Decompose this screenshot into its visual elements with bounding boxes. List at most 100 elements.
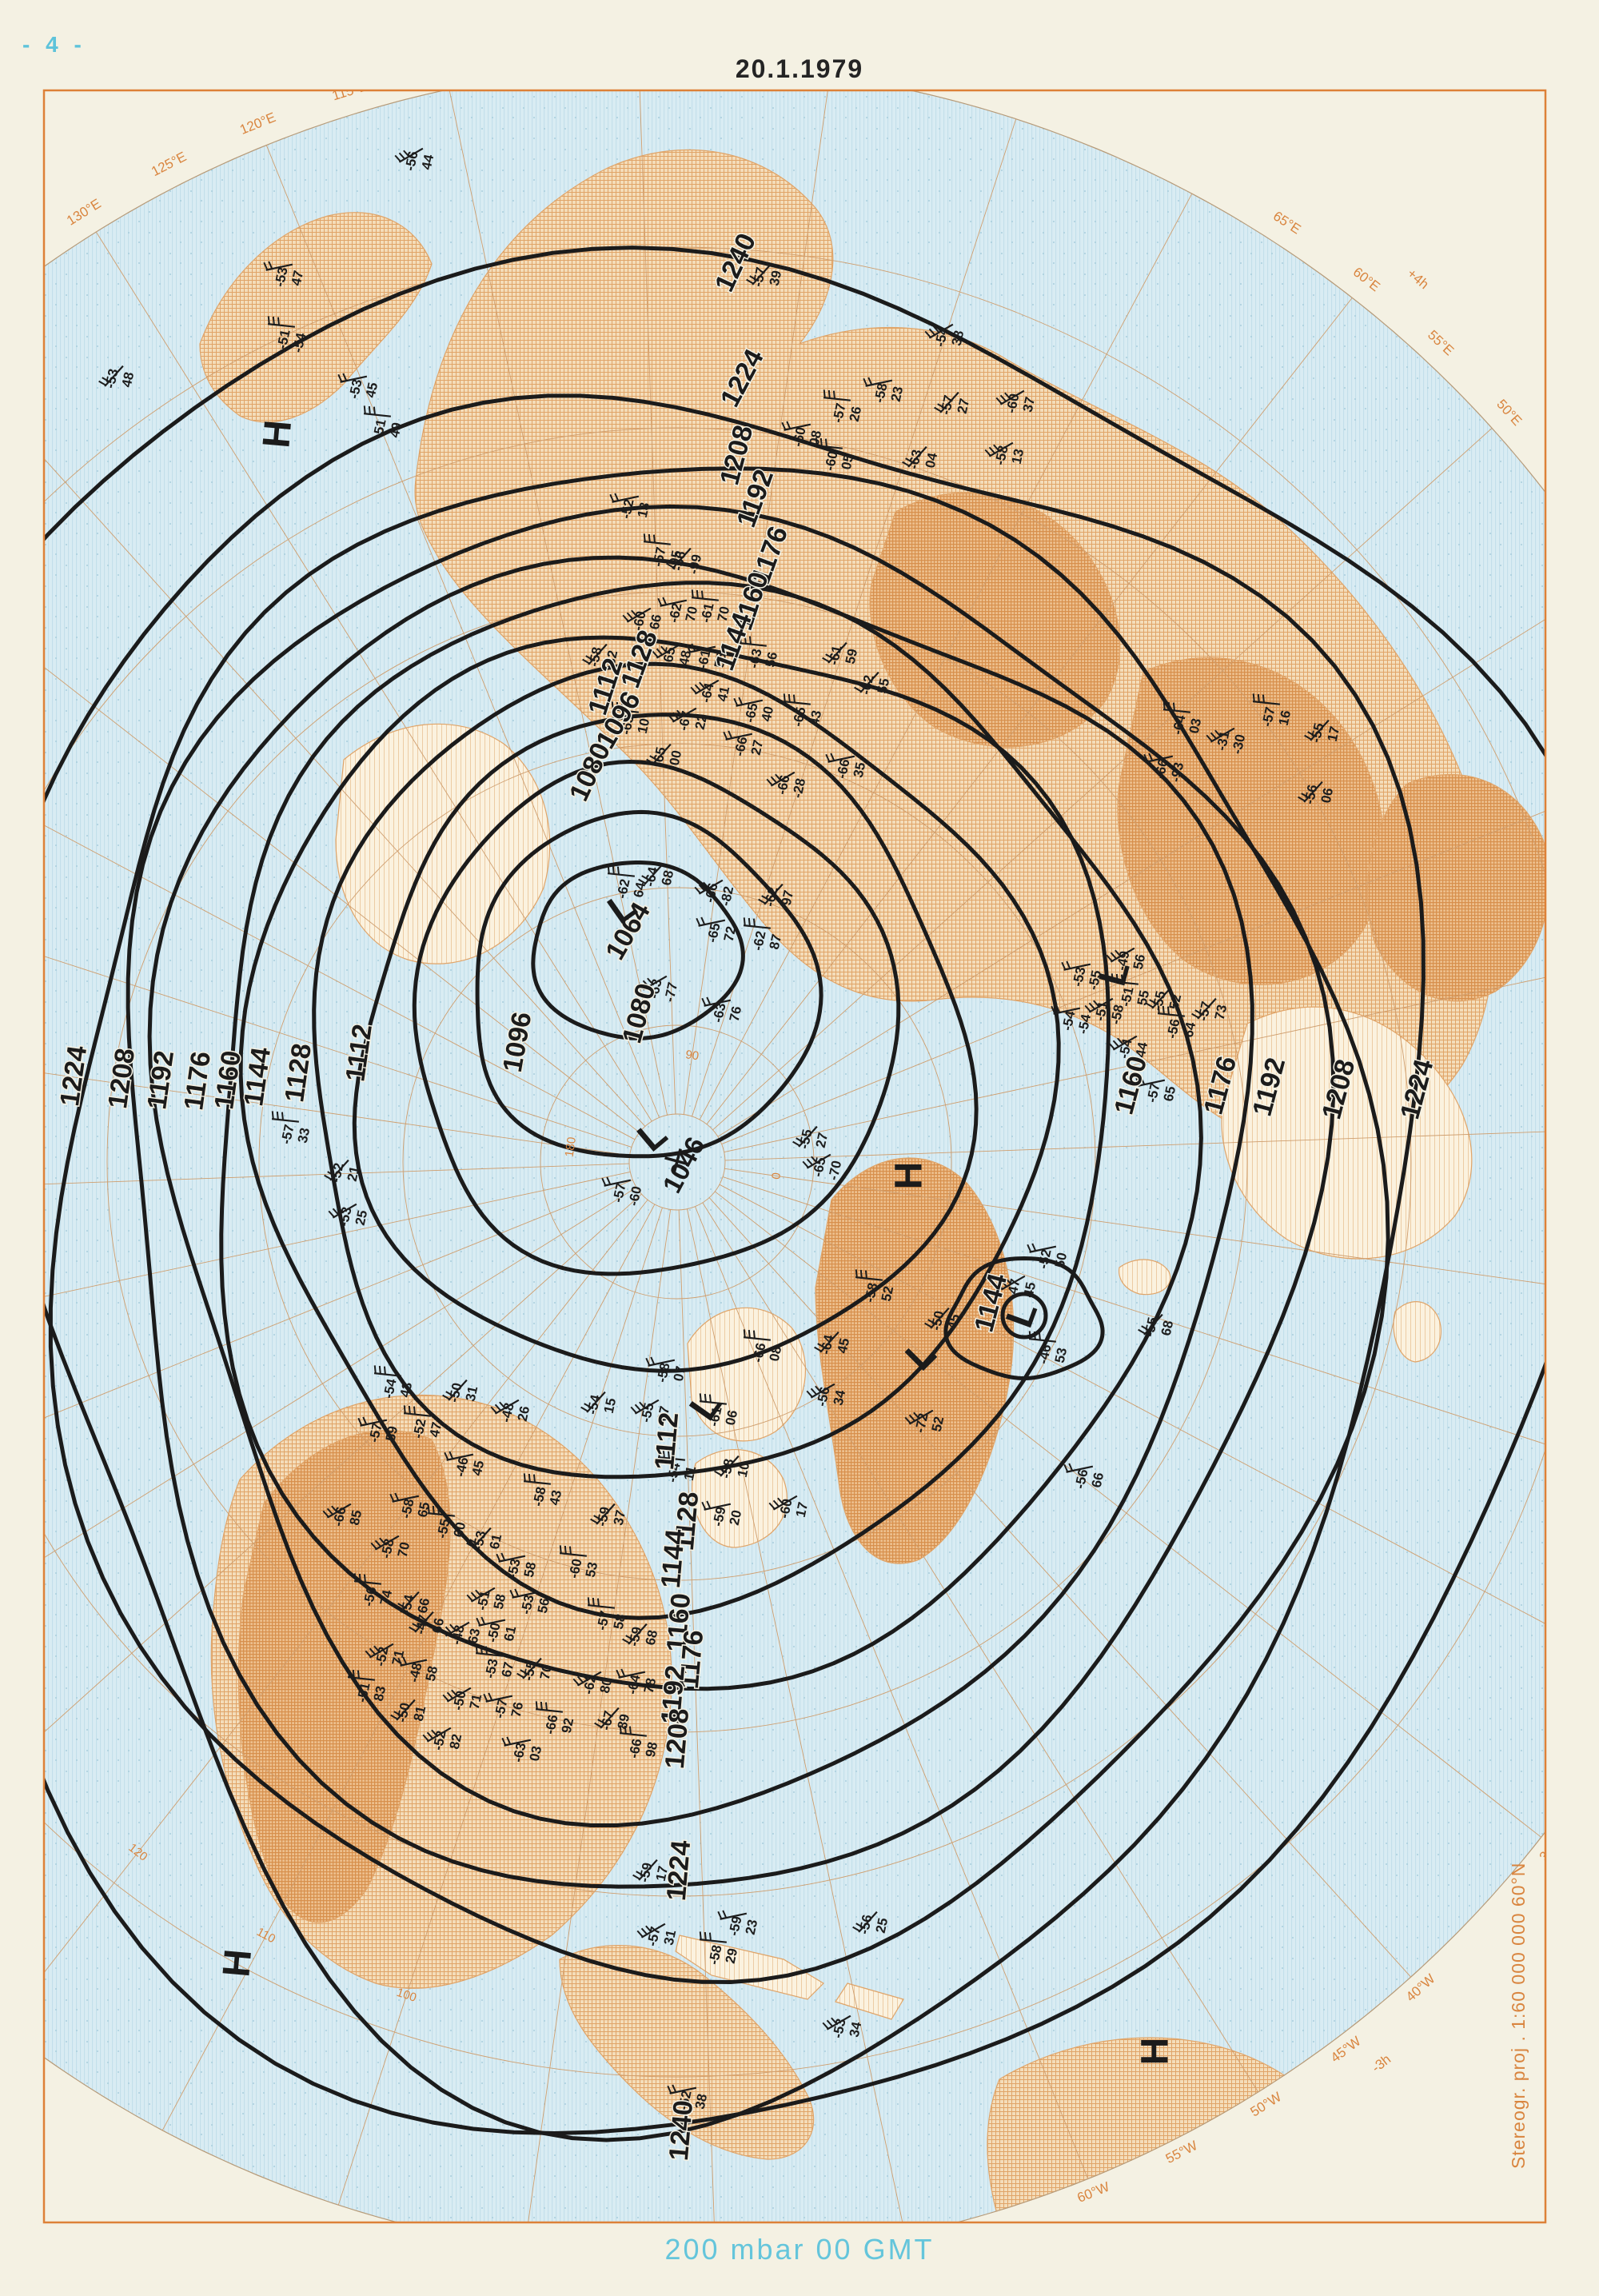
wind-barb-feather <box>394 1492 400 1501</box>
wind-barb-feather <box>827 389 831 399</box>
wind-barb-feather <box>802 1160 809 1168</box>
station-temp: -52 <box>410 1417 429 1439</box>
station-secondary: 49 <box>387 421 405 439</box>
station-temp: -48 <box>449 1623 468 1646</box>
station-plot: -5810 <box>714 1455 752 1479</box>
station-temp: -52 <box>373 1645 392 1667</box>
wind-barb-shaft <box>752 263 772 286</box>
station-secondary: 17 <box>653 1865 672 1883</box>
station-temp: -57 <box>644 1925 664 1947</box>
wind-barb-shaft <box>619 1732 647 1737</box>
wind-barb-feather <box>669 559 677 565</box>
wind-barb-feather <box>1140 1076 1146 1085</box>
wind-barb-feather <box>1172 702 1175 711</box>
wind-barb-feather <box>564 1545 567 1555</box>
wind-barb-shaft <box>1112 1035 1138 1051</box>
land-arctic-islands-1 <box>687 1307 807 1442</box>
wind-barb-feather <box>690 686 697 694</box>
wind-barb-feather <box>500 1552 506 1561</box>
meridian-line <box>44 1200 648 2027</box>
wind-barb-feather <box>632 1874 640 1880</box>
station-plot: -58-32 <box>582 643 620 672</box>
station-secondary: 08 <box>767 1345 785 1363</box>
meridian-line <box>44 1193 642 1897</box>
wind-barb-feather <box>616 701 619 711</box>
station-temp: -63 <box>710 1001 729 1024</box>
wind-barb-feather <box>1138 1328 1146 1335</box>
wind-barb-feather <box>777 1497 784 1505</box>
station-secondary: 16 <box>1276 709 1294 727</box>
wind-barb-feather <box>752 918 756 927</box>
station-plot: -53-55 <box>1061 960 1104 992</box>
station-secondary: 65 <box>415 1501 433 1519</box>
wind-barb-shaft <box>1162 709 1190 713</box>
station-temp: -60 <box>776 1497 796 1519</box>
wind-barb-feather <box>826 2019 833 2027</box>
station-temp: -57 <box>1259 705 1278 728</box>
wind-barb-feather <box>437 1506 440 1515</box>
station-plot: -5081 <box>390 1699 429 1723</box>
wind-barb-feather <box>1304 734 1312 741</box>
latitude-circle <box>258 743 1096 1581</box>
wind-barb-feather <box>488 1692 493 1701</box>
station-secondary: 52 <box>879 1285 897 1303</box>
wind-barb-feather <box>379 1537 386 1545</box>
wind-barb-feather <box>590 1518 598 1524</box>
station-plot: -66-82 <box>694 879 736 908</box>
land-central-america <box>559 1944 815 2160</box>
wind-barb-feather <box>469 1539 477 1544</box>
wind-barb-feather <box>606 1176 612 1185</box>
wind-barb-feather <box>506 1736 512 1745</box>
station-temp: -57 <box>492 1697 511 1719</box>
meridian-line <box>719 1184 1545 1678</box>
wind-barb-shaft <box>1053 1007 1081 1015</box>
wind-barb-shaft <box>634 1399 660 1415</box>
station-secondary: 64 <box>631 880 649 899</box>
contour-label: 1112 <box>649 1412 684 1471</box>
rim-label: -3h <box>1369 2051 1394 2075</box>
station-temp: -62 <box>666 601 685 624</box>
map-circle-area: -5527-65-70-57-60-5733-5221-5325-5347-51… <box>44 90 1545 2222</box>
station-temp: -65 <box>704 921 724 944</box>
rim-label: 65°E <box>1270 208 1303 237</box>
station-temp: -31 <box>1214 729 1233 752</box>
wind-barb-feather <box>576 1675 584 1683</box>
wind-barb-feather <box>703 881 710 889</box>
map-frame-area: -5527-65-70-57-60-5733-5221-5325-5347-51… <box>44 90 1545 2222</box>
meridian-line <box>44 1187 637 1744</box>
station-temp: -48 <box>406 1661 425 1683</box>
wind-barb-feather <box>691 589 694 598</box>
station-temp: -66 <box>330 1505 349 1527</box>
station-temp: -66 <box>750 1341 769 1364</box>
wind-barb-feather <box>620 702 624 711</box>
meridian-label: 180 <box>563 1136 579 1158</box>
wind-barb-feather <box>1210 732 1217 740</box>
wind-barb-feather <box>484 1646 488 1655</box>
wind-barb-shaft <box>939 391 959 413</box>
wind-barb-feather <box>373 406 376 415</box>
wind-barb-shaft <box>865 379 893 387</box>
wind-barb-feather <box>694 684 701 692</box>
rim-label: 125°E <box>149 149 189 179</box>
wind-barb-shaft <box>265 263 293 271</box>
wind-barb-shaft <box>672 547 692 569</box>
station-secondary: 66 <box>415 1597 433 1615</box>
wind-barb-feather <box>999 394 1007 402</box>
wind-barb-feather <box>904 1416 911 1424</box>
station-secondary: 47 <box>289 270 307 287</box>
wind-barb-feather <box>691 643 696 652</box>
station-secondary: 43 <box>397 1381 416 1399</box>
meridian-line <box>712 427 1493 1131</box>
high-center: H <box>1134 2038 1177 2066</box>
wind-barb-feather <box>1061 961 1067 970</box>
wind-barb-feather <box>772 1499 780 1507</box>
